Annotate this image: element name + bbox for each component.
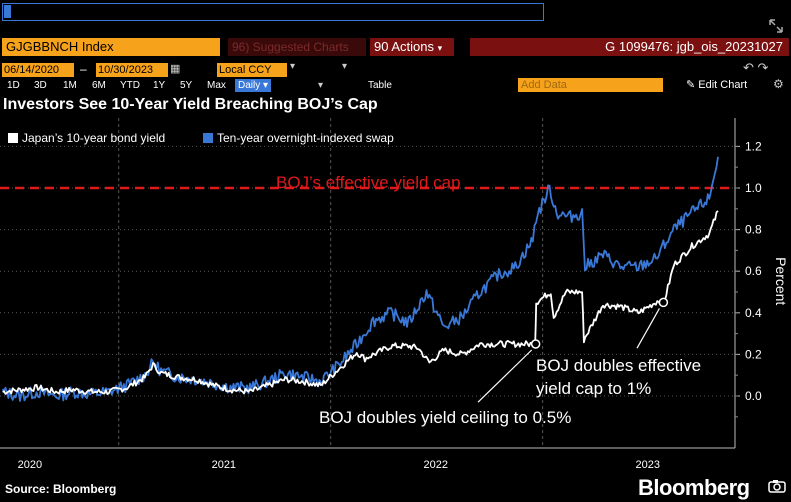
command-input[interactable] (2, 3, 544, 21)
tf-1m[interactable]: 1M (63, 80, 77, 91)
annotation-arrow (636, 308, 660, 349)
actions-menu[interactable]: 90 Actions ▾ (370, 38, 454, 56)
chart-title: Investors See 10-Year Yield Breaching BO… (3, 96, 378, 113)
x-tick-label: 2020 (18, 459, 42, 471)
y-tick-label: 1.0 (745, 181, 762, 195)
chevron-down-icon: ▾ (437, 43, 443, 53)
annotation-marker (530, 339, 541, 349)
y-tick-label: 0.6 (745, 264, 762, 278)
legend-swatch (203, 133, 213, 143)
start-date-field[interactable]: 06/14/2020 (2, 63, 74, 77)
graph-id[interactable]: G 1099476: jgb_ois_20231027 (470, 38, 789, 56)
table-button[interactable]: Table (368, 80, 392, 91)
cap-label: BOJ’s effective yield cap (276, 173, 461, 192)
y-axis-label: Percent (773, 257, 789, 305)
series-line-jgb-yield (2, 210, 719, 395)
y-tick-label: 1.2 (745, 139, 762, 153)
annotation-arrow (477, 349, 533, 403)
tf-5y[interactable]: 5Y (180, 80, 193, 91)
tf-6m[interactable]: 6M (92, 80, 106, 91)
annotation-text: yield cap to 1% (536, 379, 651, 398)
y-tick-label: 0.4 (745, 306, 762, 320)
calendar-icon[interactable]: ▦ (170, 63, 181, 75)
legend-label: Japan’s 10-year bond yield (22, 131, 165, 145)
x-tick-label: 2023 (635, 459, 659, 471)
frequency-label: Daily (238, 80, 261, 91)
tf-1d[interactable]: 1D (7, 80, 20, 91)
chart-type-icon[interactable]: ▾ (318, 80, 324, 91)
annotation-marker (658, 297, 669, 308)
add-data-input[interactable]: Add Data (518, 78, 663, 92)
edit-chart-button[interactable]: ✎ Edit Chart (686, 78, 747, 91)
x-tick-label: 2021 (212, 459, 236, 471)
legend-label: Ten-year overnight-indexed swap (217, 131, 394, 145)
settings-gear-icon[interactable]: ⚙ (773, 77, 784, 91)
ticker-field[interactable]: GJGBBNCH Index (2, 38, 220, 56)
source-note: Source: Bloomberg (5, 482, 117, 496)
legend-swatch (8, 133, 18, 143)
y-tick-label: 0.2 (745, 347, 762, 361)
annotation-text: BOJ doubles effective (536, 356, 701, 375)
tf-3d[interactable]: 3D (34, 80, 47, 91)
actions-label: 90 Actions (374, 39, 434, 54)
command-cursor (4, 5, 11, 18)
chevron-down-icon[interactable]: ▾ (290, 61, 296, 72)
frequency-select[interactable]: Daily ▾ (235, 79, 272, 92)
chevron-down-icon[interactable]: ▾ (342, 61, 348, 72)
x-tick-label: 2022 (424, 459, 448, 471)
camera-icon[interactable] (768, 479, 786, 493)
suggested-charts-button[interactable]: 96) Suggested Charts (228, 38, 366, 56)
y-tick-label: 0.8 (745, 223, 762, 237)
tf-ytd[interactable]: YTD (120, 80, 140, 91)
expand-icon[interactable] (768, 18, 784, 34)
bloomberg-logo: Bloomberg (638, 475, 750, 500)
currency-select[interactable]: Local CCY (217, 63, 287, 77)
undo-redo-icons[interactable]: ↶ ↷ (743, 60, 769, 75)
date-separator: – (80, 62, 87, 76)
end-date-field[interactable]: 10/30/2023 (96, 63, 168, 77)
edit-chart-label: Edit Chart (698, 79, 748, 91)
y-tick-label: 0.0 (745, 389, 762, 403)
series-line-ois (1, 156, 719, 402)
chart: 1.2 1.0 0.8 0.6 0.4 0.2 0.0 Percent 2020 2021 2022… (0, 118, 789, 471)
tf-max[interactable]: Max (207, 80, 226, 91)
pencil-icon: ✎ (686, 79, 696, 91)
tf-1y[interactable]: 1Y (153, 80, 166, 91)
annotation-text: BOJ doubles yield ceiling to 0.5% (319, 408, 571, 427)
